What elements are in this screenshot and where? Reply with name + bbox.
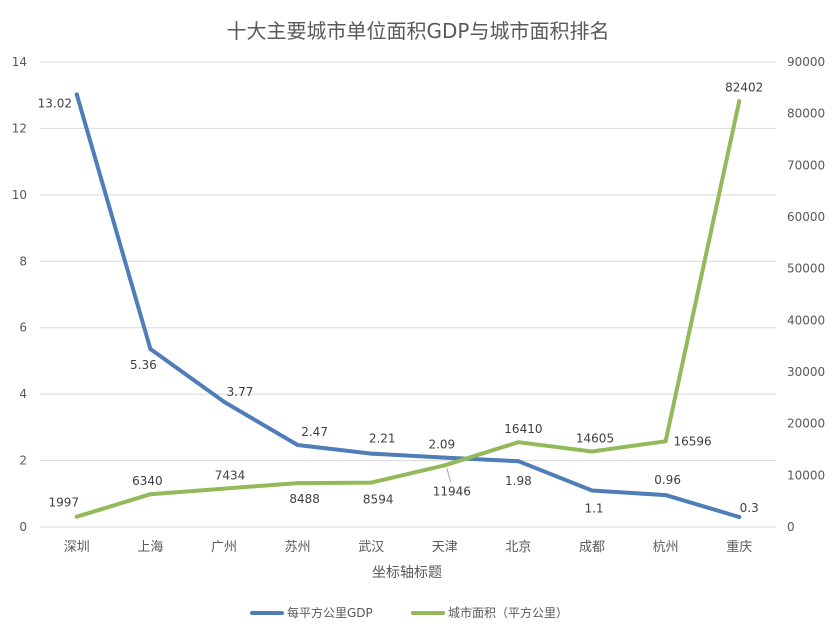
data-point (148, 346, 153, 351)
left-y-tick-label: 10 (12, 188, 27, 202)
data-label: 16596 (674, 434, 712, 448)
legend-label: 每平方公里GDP (287, 605, 373, 620)
data-label: 2.47 (301, 425, 328, 439)
x-tick-label: 北京 (505, 540, 531, 555)
data-label: 0.96 (654, 473, 681, 487)
data-point (737, 99, 742, 104)
x-tick-label: 苏州 (285, 539, 311, 555)
left-y-tick-label: 0 (19, 520, 27, 534)
right-y-tick-label: 60000 (787, 210, 825, 224)
data-point (737, 515, 742, 520)
left-y-tick-label: 8 (19, 254, 27, 268)
label-leader-line (446, 468, 452, 483)
data-point (295, 442, 300, 447)
data-labels: 13.02 5.36 3.77 2.47 2.21 2.09 1.98 1.1 0.96 0.3 1… (38, 80, 764, 515)
x-tick-label: 重庆 (726, 539, 752, 555)
right-y-tick-label: 0 (787, 520, 795, 534)
right-y-tick-label: 50000 (787, 262, 825, 276)
x-tick-label: 杭州 (653, 540, 679, 555)
data-label: 1.98 (505, 474, 532, 488)
data-point (222, 399, 226, 404)
data-point (222, 486, 226, 491)
chart-title: 十大主要城市单位面积GDP与城市面积排名 (227, 19, 610, 43)
x-axis: 深圳 上海 广州 苏州 武汉 天津 北京 成都 杭州 重庆 (64, 539, 752, 555)
series-line-1 (74, 99, 742, 519)
data-point (590, 449, 594, 454)
data-point (663, 493, 668, 498)
data-label: 14605 (576, 432, 614, 446)
data-point (590, 488, 594, 493)
x-tick-label: 成都 (579, 540, 605, 555)
right-y-axis: 0 10000 20000 30000 40000 50000 60000 70000 8000… (787, 55, 825, 534)
right-y-tick-label: 80000 (787, 107, 825, 121)
legend: 每平方公里GDP 城市面积（平方公里） (250, 605, 568, 620)
data-point (442, 463, 447, 468)
data-label: 3.77 (227, 385, 254, 399)
data-point (516, 459, 521, 464)
data-point (369, 451, 374, 456)
data-point (295, 481, 300, 486)
data-label: 8488 (289, 492, 320, 506)
data-label: 13.02 (38, 97, 72, 111)
x-axis-title: 坐标轴标题 (372, 565, 442, 581)
legend-label: 城市面积（平方公里） (448, 605, 568, 620)
left-y-tick-label: 4 (19, 387, 27, 401)
gridlines (40, 61, 776, 528)
x-tick-label: 上海 (137, 540, 163, 555)
data-label: 0.3 (740, 501, 759, 515)
left-y-tick-label: 6 (19, 321, 27, 335)
left-y-tick-label: 12 (12, 121, 27, 135)
data-label: 16410 (504, 422, 542, 436)
right-y-tick-label: 90000 (787, 55, 825, 69)
data-point (148, 492, 153, 497)
left-y-tick-label: 2 (19, 454, 27, 468)
x-tick-label: 武汉 (358, 540, 384, 555)
data-label: 7434 (215, 469, 246, 483)
right-y-tick-label: 30000 (787, 365, 825, 379)
data-label: 2.21 (369, 432, 396, 446)
data-point (663, 439, 668, 444)
data-point (369, 480, 374, 485)
right-y-tick-label: 40000 (787, 313, 825, 327)
data-label: 1.1 (584, 501, 603, 515)
data-point (442, 455, 447, 460)
data-label: 8594 (363, 493, 394, 507)
data-point (516, 440, 521, 445)
data-point (74, 514, 79, 519)
data-label: 11946 (433, 484, 471, 498)
data-point (74, 92, 79, 97)
right-y-tick-label: 70000 (787, 158, 825, 172)
x-tick-label: 天津 (432, 540, 458, 555)
left-y-tick-label: 14 (12, 55, 27, 69)
right-y-tick-label: 10000 (787, 468, 825, 482)
x-tick-label: 广州 (211, 540, 237, 555)
data-label: 6340 (132, 474, 163, 488)
series-line-0 (74, 92, 742, 519)
data-label: 82402 (725, 80, 763, 94)
x-tick-label: 深圳 (64, 540, 90, 555)
data-label: 5.36 (130, 358, 157, 372)
series-lines (74, 92, 742, 520)
right-y-tick-label: 20000 (787, 417, 825, 431)
data-label: 1997 (49, 496, 80, 510)
left-y-axis: 0 2 4 6 8 10 12 14 (12, 55, 27, 534)
data-label: 2.09 (428, 438, 455, 452)
